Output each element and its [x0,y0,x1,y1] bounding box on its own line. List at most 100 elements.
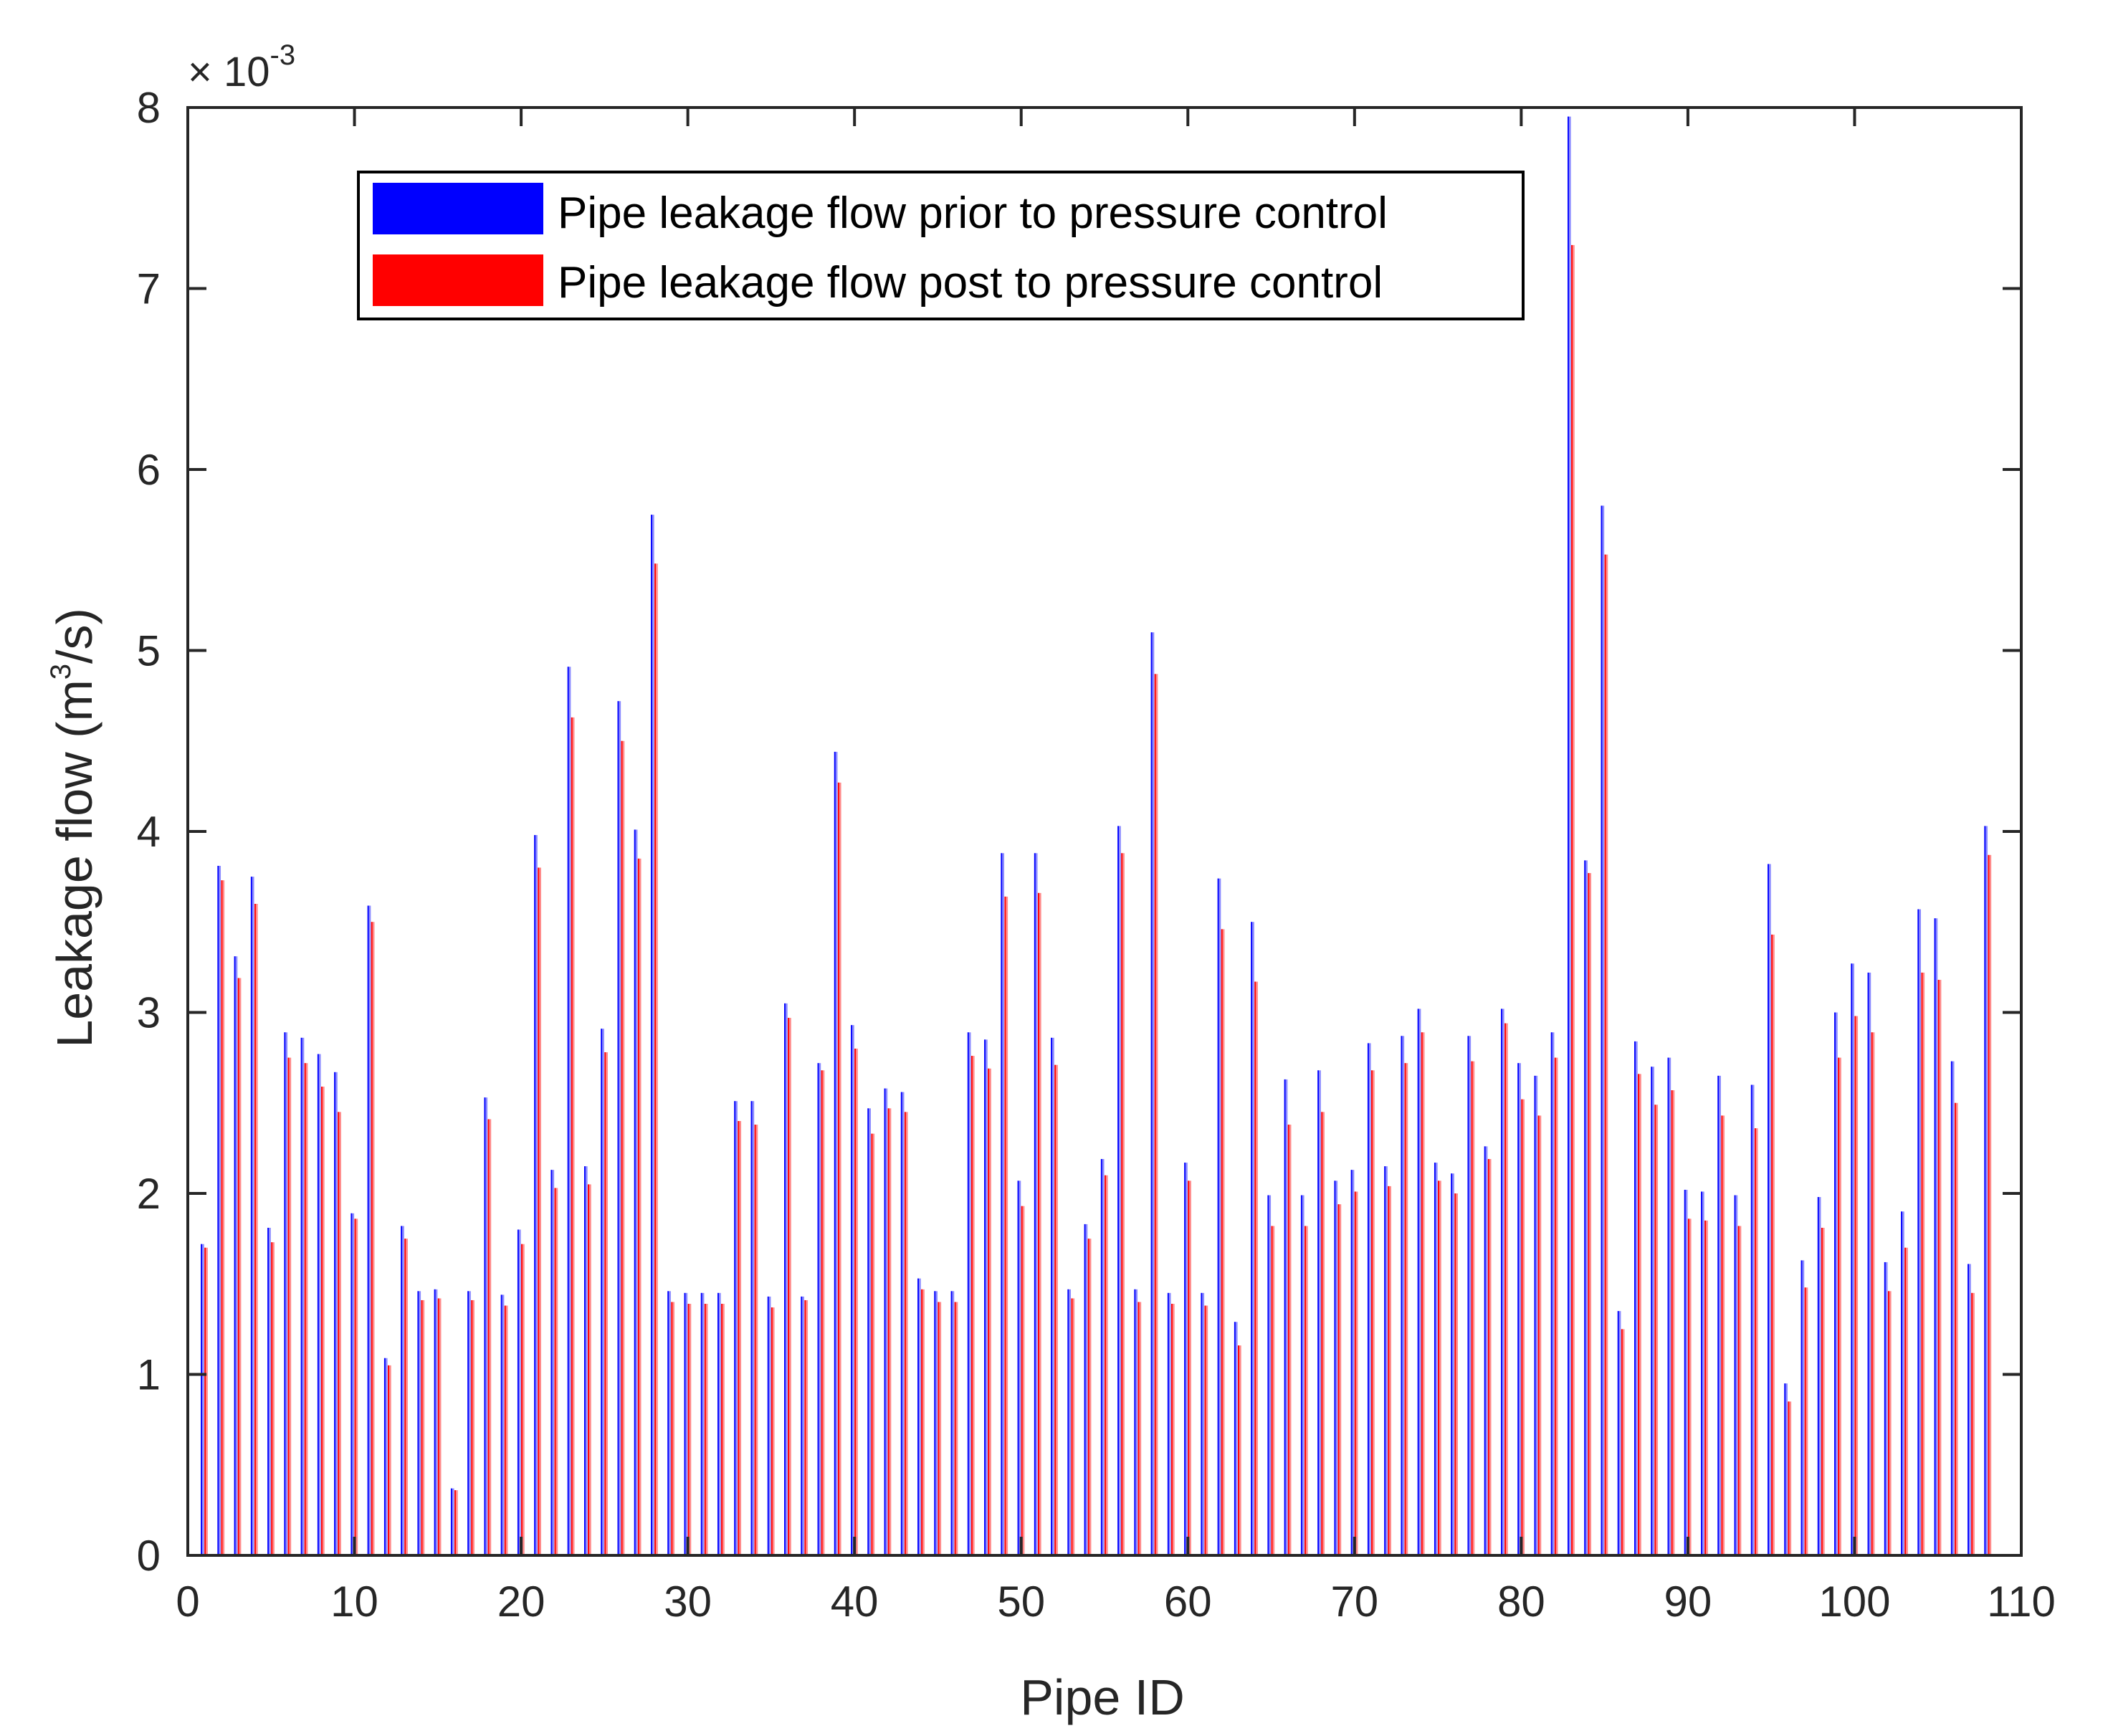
bar-edge-prior-59 [1167,1292,1169,1556]
bar-post-7 [304,1063,308,1555]
bar-edge-post-46 [954,1302,956,1555]
bar-post-87 [1638,1074,1641,1555]
bar-edge-post-105 [1937,980,1940,1555]
bar-edge-post-69 [1337,1204,1340,1555]
bar-post-53 [1071,1298,1075,1555]
bar-post-39 [837,782,841,1555]
bar-edge-post-6 [287,1057,290,1556]
bar-edge-prior-30 [684,1292,686,1556]
bar-edge-post-59 [1171,1304,1173,1555]
bar-edge-prior-28 [651,515,652,1556]
bar-prior-17 [467,1291,471,1555]
bar-edge-prior-34 [750,1101,753,1555]
bar-edge-post-49 [1004,896,1006,1555]
bar-prior-47 [967,1032,971,1555]
bar-prior-8 [317,1054,321,1555]
bar-edge-prior-32 [717,1292,719,1556]
bar-edge-post-91 [1704,1220,1707,1556]
bar-edge-prior-93 [1734,1195,1736,1555]
bar-prior-40 [851,1025,854,1555]
bar-prior-105 [1934,918,1938,1555]
bar-prior-71 [1367,1043,1371,1555]
bar-prior-93 [1734,1195,1738,1555]
y-tick-label: 1 [137,1351,161,1399]
bar-prior-37 [801,1296,804,1555]
bar-prior-65 [1267,1195,1272,1555]
bar-post-2 [221,880,225,1555]
bar-edge-post-48 [988,1068,990,1555]
bar-edge-prior-55 [1100,1159,1102,1555]
bar-prior-23 [567,667,571,1555]
bar-edge-prior-17 [467,1291,469,1555]
bar-edge-post-13 [404,1239,406,1556]
bar-edge-prior-100 [1851,963,1853,1555]
bar-post-18 [487,1119,492,1555]
bar-edge-post-57 [1138,1302,1140,1555]
bar-edge-post-45 [938,1302,940,1555]
bar-edge-post-108 [1988,854,1990,1555]
x-tick-label: 30 [664,1578,712,1626]
bar-edge-post-53 [1071,1298,1073,1555]
bar-edge-post-90 [1687,1218,1689,1555]
bar-prior-22 [550,1170,555,1555]
bar-post-51 [1037,892,1041,1555]
bar-edge-post-62 [1221,929,1223,1555]
bar-prior-48 [984,1039,988,1556]
bar-edge-prior-33 [734,1101,736,1555]
bar-post-49 [1004,896,1008,1555]
bar-edge-post-35 [771,1307,773,1555]
bar-edge-prior-70 [1350,1170,1353,1555]
bar-prior-76 [1451,1173,1454,1555]
x-axis-title: Pipe ID [1020,1669,1185,1725]
bar-edge-post-68 [1321,1112,1323,1556]
bar-prior-41 [867,1108,871,1555]
bar-post-61 [1204,1305,1208,1555]
bar-edge-post-81 [1537,1115,1540,1555]
bar-prior-11 [367,905,371,1555]
bar-prior-12 [383,1358,388,1555]
bar-prior-5 [267,1227,271,1555]
bar-edge-post-44 [921,1289,923,1555]
bar-prior-59 [1167,1292,1171,1556]
bar-edge-post-60 [1188,1181,1190,1555]
bar-post-15 [437,1298,442,1555]
bar-post-96 [1788,1401,1792,1556]
bar-edge-post-37 [804,1299,806,1555]
bar-prior-36 [784,1003,788,1556]
bar-prior-42 [884,1088,888,1555]
bar-edge-post-104 [1921,972,1923,1555]
bar-edge-post-24 [588,1184,589,1556]
bar-prior-97 [1801,1260,1805,1555]
bar-edge-post-61 [1204,1305,1206,1555]
bar-post-52 [1054,1064,1058,1555]
bar-edge-prior-74 [1417,1008,1419,1555]
bar-post-73 [1404,1063,1408,1555]
x-tick-label: 80 [1497,1578,1545,1626]
bar-post-42 [887,1108,892,1555]
bar-edge-prior-50 [1017,1181,1019,1555]
bar-edge-prior-10 [350,1213,353,1555]
bar-edge-prior-46 [950,1291,953,1555]
x-tick-label: 50 [997,1578,1045,1626]
legend-swatch-post [373,254,543,306]
bar-post-78 [1487,1159,1492,1555]
x-tick-label: 20 [497,1578,545,1626]
bar-edge-post-12 [388,1365,389,1556]
bar-edge-prior-106 [1950,1061,1952,1555]
bar-edge-post-27 [637,858,639,1556]
bar-edge-prior-47 [967,1032,969,1555]
bar-edge-post-93 [1737,1226,1740,1555]
bar-edge-prior-25 [601,1029,603,1555]
bar-post-99 [1838,1057,1841,1556]
y-tick-label: 6 [137,446,161,494]
bar-post-28 [654,563,658,1555]
bar-post-83 [1571,244,1575,1555]
bar-edge-post-9 [338,1112,340,1556]
bar-edge-post-40 [854,1049,857,1555]
bar-post-71 [1371,1070,1375,1555]
bar-post-82 [1554,1057,1558,1556]
bar-prior-14 [417,1291,421,1555]
bar-post-16 [454,1490,458,1555]
bar-edge-post-16 [454,1490,456,1555]
